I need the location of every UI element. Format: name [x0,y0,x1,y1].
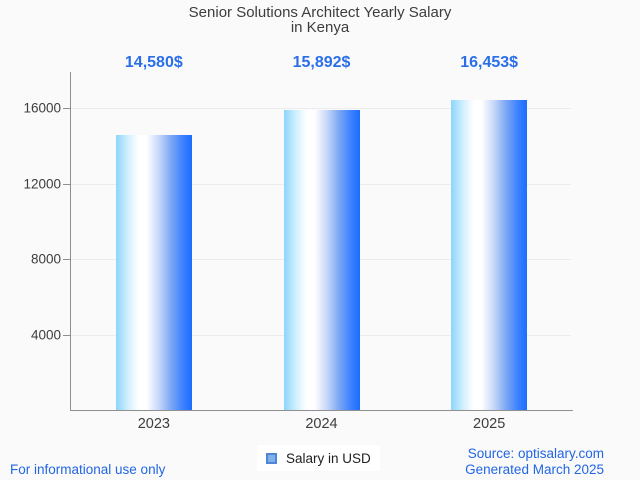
x-tick-label-2024: 2024 [305,416,338,432]
value-label-2023: 14,580$ [124,54,183,71]
legend[interactable]: Salary in USD [257,445,380,471]
source-block: Source: optisalary.com Generated March 2… [465,446,604,477]
y-tick [63,334,70,336]
chart-title-line2: in Kenya [290,18,350,36]
legend-label: Salary in USD [286,450,371,466]
y-tick [63,183,70,185]
y-tick-label: 4000 [30,327,61,343]
source-link[interactable]: Source: optisalary.com [467,446,604,461]
gridline [71,108,571,110]
y-tick-label: 12000 [23,176,61,192]
bar-2023 [115,135,192,410]
y-tick-label: 8000 [30,251,61,267]
disclaimer-text: For informational use only [10,462,166,477]
legend-swatch-icon [266,452,277,464]
bar-2024 [283,110,360,410]
y-axis [70,72,71,410]
chart-title-line1: Senior Solutions Architect Yearly Salary [188,4,452,21]
chart-title: Senior Solutions Architect Yearly Salary… [0,4,640,36]
x-axis [70,410,573,411]
y-tick [63,108,70,110]
generated-date: Generated March 2025 [465,461,604,477]
x-tick-label-2025: 2025 [473,416,506,432]
x-tick-label-2023: 2023 [137,416,170,432]
value-label-2024: 15,892$ [292,54,351,71]
value-label-2025: 16,453$ [460,54,519,71]
bar-2025 [451,99,528,410]
y-tick-label: 16000 [23,100,61,116]
y-tick [63,259,70,261]
